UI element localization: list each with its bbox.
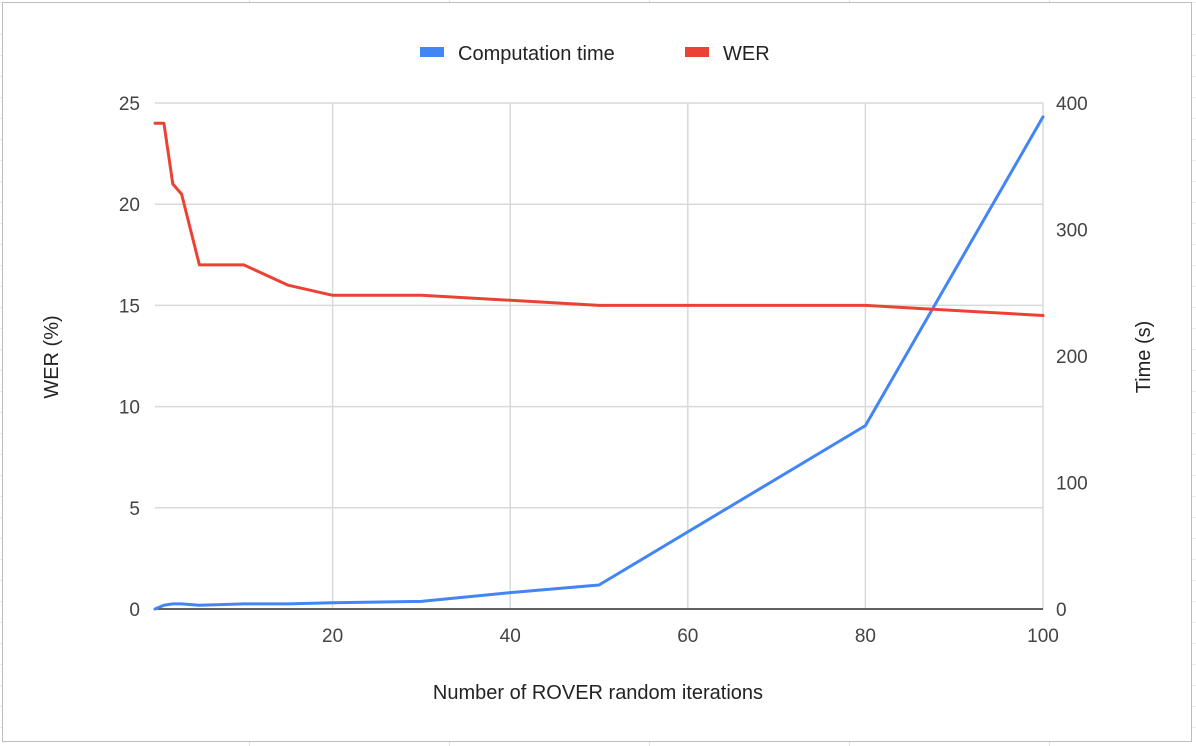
left-y-tick-label: 5	[129, 499, 140, 520]
left-y-axis-ticks: 0 5 10 15 20 25	[119, 94, 140, 621]
x-axis-ticks: 20 40 60 80 100	[322, 626, 1059, 647]
legend: Computation time WER	[420, 43, 770, 65]
legend-label-wer: WER	[723, 43, 770, 65]
left-y-tick-label: 0	[129, 600, 140, 621]
legend-label-computation-time: Computation time	[458, 43, 615, 65]
x-axis-title: Number of ROVER random iterations	[433, 682, 763, 704]
left-y-tick-label: 25	[119, 94, 140, 115]
left-y-tick-label: 10	[119, 398, 140, 419]
series-lines	[153, 115, 1045, 611]
series-line-computation-time	[153, 115, 1045, 611]
right-y-tick-label: 200	[1056, 347, 1088, 368]
right-y-tick-label: 400	[1056, 94, 1088, 115]
x-tick-label: 100	[1027, 626, 1059, 647]
right-y-axis-ticks: 0 100 200 300 400	[1056, 94, 1088, 621]
legend-swatch-computation-time	[420, 47, 444, 57]
left-y-tick-label: 20	[119, 195, 140, 216]
legend-swatch-wer	[685, 47, 709, 57]
x-tick-label: 20	[322, 626, 343, 647]
right-y-tick-label: 100	[1056, 474, 1088, 495]
left-y-tick-label: 15	[119, 296, 140, 317]
right-y-tick-label: 300	[1056, 221, 1088, 242]
x-tick-label: 60	[677, 626, 698, 647]
x-tick-label: 40	[500, 626, 521, 647]
right-y-axis-title: Time (s)	[1133, 321, 1155, 394]
chart-grid	[155, 102, 1044, 610]
series-line-wer	[153, 121, 1045, 317]
left-y-axis-title: WER (%)	[41, 315, 63, 398]
x-tick-label: 80	[855, 626, 876, 647]
right-y-tick-label: 0	[1056, 600, 1067, 621]
